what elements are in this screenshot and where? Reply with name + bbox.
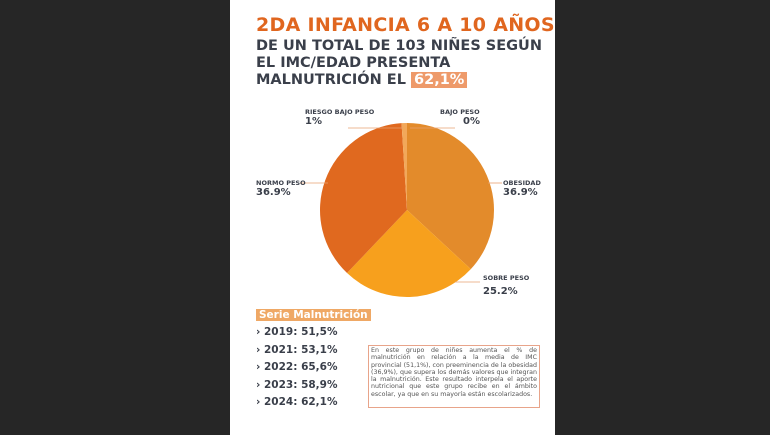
label-bajo-peso: BAJO PESO (440, 108, 480, 116)
value-obesidad: 36.9% (503, 187, 538, 198)
pie-slice-normo-peso (320, 123, 407, 274)
serie-item: › 2022: 65,6% (256, 361, 338, 379)
value-sobre-peso: 25.2% (483, 286, 518, 297)
serie-item: › 2024: 62,1% (256, 396, 338, 414)
pie-slice-riesgo-bajo-peso (401, 123, 407, 210)
subtitle-line: DE UN TOTAL DE 103 NIÑES SEGÚN (256, 38, 542, 54)
value-bajo-peso: 0% (463, 116, 480, 127)
label-obesidad: OBESIDAD (503, 179, 541, 187)
pie-slice-obesidad (407, 123, 494, 270)
chevron-right-icon: › (256, 396, 261, 409)
label-normo-peso: NORMO PESO (256, 179, 306, 187)
chevron-right-icon: › (256, 361, 261, 374)
note-box: En este grupo de niñes aumenta el % de m… (368, 345, 540, 408)
serie-value: 2022: 65,6% (263, 361, 338, 374)
serie-value: 2019: 51,5% (263, 326, 338, 338)
value-normo-peso: 36.9% (256, 187, 291, 198)
serie-list: › 2019: 51,5% › 2021: 53,1% › 2022: 65,6… (256, 326, 338, 414)
pie-slice-sobre-peso (347, 210, 471, 297)
highlight-percent: 62,1% (411, 72, 468, 88)
chevron-right-icon: › (256, 326, 261, 338)
serie-value: 2024: 62,1% (263, 396, 338, 409)
chevron-right-icon: › (256, 378, 261, 391)
label-sobre-peso: SOBRE PESO (483, 274, 530, 282)
serie-value: 2021: 53,1% (263, 343, 338, 356)
serie-item: › 2023: 58,9% (256, 379, 338, 397)
subtitle-line: EL IMC/EDAD PRESENTA (256, 55, 451, 71)
serie-item: › 2019: 51,5% (256, 326, 338, 344)
page-title: 2DA INFANCIA 6 A 10 AÑOS (256, 14, 555, 36)
subtitle-line: MALNUTRICIÓN EL (256, 72, 406, 88)
chevron-right-icon: › (256, 343, 261, 356)
serie-value: 2023: 58,9% (263, 378, 338, 391)
serie-item: › 2021: 53,1% (256, 344, 338, 362)
subtitle: DE UN TOTAL DE 103 NIÑES SEGÚN EL IMC/ED… (256, 38, 542, 89)
value-riesgo-bajo-peso: 1% (305, 116, 322, 127)
label-riesgo-bajo-peso: RIESGO BAJO PESO (305, 108, 375, 116)
serie-heading: Serie Malnutrición (256, 309, 371, 321)
